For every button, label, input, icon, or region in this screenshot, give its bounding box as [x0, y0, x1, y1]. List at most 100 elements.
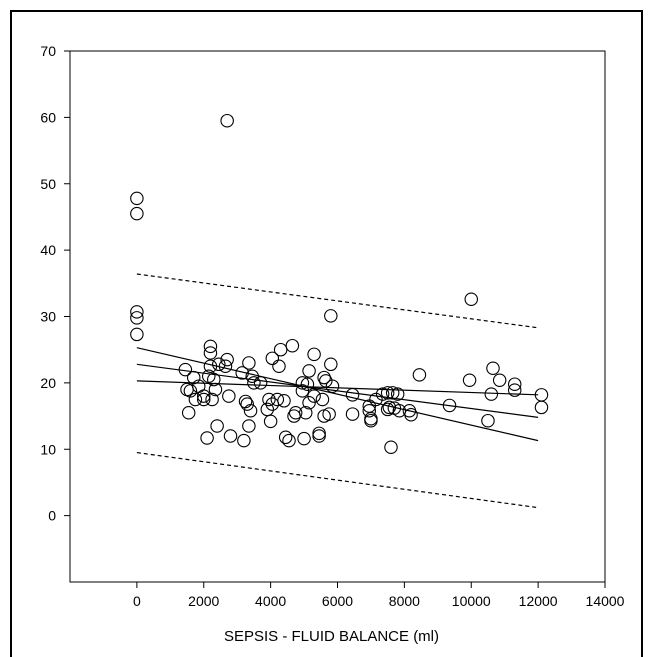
data-point: [282, 433, 296, 448]
y-tick-label: 50: [40, 176, 56, 192]
data-point: [242, 419, 256, 433]
y-axis: 0 10 20 30 40 50 60 70: [40, 43, 70, 524]
data-point: [243, 404, 258, 418]
x-tick-label: 6000: [322, 593, 353, 609]
x-tick-label: 8000: [389, 593, 420, 609]
data-point: [203, 339, 218, 354]
data-point: [263, 414, 278, 429]
data-point: [481, 413, 495, 428]
data-point: [223, 429, 238, 443]
data-point: [312, 429, 326, 443]
data-point: [345, 407, 360, 421]
x-tick-label: 12000: [519, 593, 558, 609]
data-point: [130, 311, 144, 325]
data-point: [380, 386, 395, 400]
data-point: [218, 359, 233, 374]
data-point: [345, 388, 360, 402]
data-point: [262, 392, 276, 407]
data-point: [324, 357, 338, 372]
data-point: [507, 377, 522, 391]
data-point: [253, 376, 268, 390]
data-point: [375, 387, 390, 401]
data-point: [240, 397, 254, 411]
data-point: [130, 327, 144, 342]
y-tick-label: 30: [40, 309, 56, 325]
data-point: [298, 405, 313, 420]
data-point: [382, 400, 397, 415]
data-point: [220, 113, 234, 128]
data-point: [197, 392, 211, 407]
y-tick-label: 20: [40, 375, 56, 391]
data-point: [380, 402, 395, 417]
data-point: [186, 370, 201, 385]
data-point: [278, 430, 293, 445]
data-point: [235, 366, 249, 380]
data-point: [130, 191, 144, 206]
y-tick-label: 0: [48, 508, 56, 524]
data-point: [272, 359, 286, 374]
data-point: [277, 394, 291, 408]
data-point: [324, 309, 338, 323]
prediction-band-line: [136, 273, 539, 329]
x-tick-label: 10000: [452, 593, 491, 609]
data-point: [285, 338, 300, 353]
x-tick-label: 14000: [586, 593, 625, 609]
data-point: [317, 370, 331, 385]
data-point: [392, 404, 407, 418]
data-point: [492, 373, 507, 387]
data-point: [288, 405, 303, 420]
data-points: [130, 113, 549, 455]
data-point: [300, 377, 315, 391]
data-point: [210, 419, 224, 433]
data-point: [385, 386, 400, 400]
data-point: [390, 387, 405, 401]
data-point: [205, 392, 219, 407]
data-point: [130, 206, 144, 221]
data-point: [362, 404, 377, 418]
data-point: [507, 383, 522, 397]
data-point: [265, 351, 280, 366]
data-point: [208, 382, 223, 397]
data-point: [222, 389, 236, 403]
data-point: [130, 305, 144, 319]
y-tick-label: 40: [40, 242, 56, 258]
data-point: [247, 376, 261, 390]
data-point: [315, 392, 330, 407]
data-point: [307, 389, 321, 403]
data-point: [312, 426, 326, 441]
x-axis: 0 2000 4000 6000 8000 10000 12000 14000: [133, 582, 625, 609]
x-tick-label: 2000: [188, 593, 219, 609]
data-point: [212, 357, 226, 372]
x-tick-label: 4000: [255, 593, 286, 609]
y-tick-label: 60: [40, 109, 56, 125]
chart-frame: [10, 10, 643, 657]
data-point: [464, 292, 478, 306]
data-point: [200, 431, 214, 445]
data-point: [412, 368, 427, 382]
data-point: [245, 369, 259, 383]
data-point: [181, 405, 196, 420]
data-point: [307, 347, 321, 362]
data-point: [203, 359, 218, 374]
prediction-band-line: [136, 451, 539, 509]
data-point: [534, 400, 549, 415]
data-point: [237, 433, 251, 448]
data-point: [442, 398, 457, 413]
data-point: [242, 356, 256, 370]
data-point: [178, 362, 193, 377]
data-point: [297, 431, 311, 446]
data-point: [270, 392, 285, 407]
y-tick-label: 70: [40, 43, 56, 59]
data-point: [203, 346, 218, 360]
data-point: [322, 407, 336, 421]
data-point: [325, 379, 340, 393]
data-point: [183, 384, 198, 398]
data-point: [188, 392, 203, 407]
data-point: [207, 372, 221, 387]
data-point: [220, 352, 234, 367]
data-point: [273, 342, 288, 357]
data-point: [295, 376, 310, 390]
data-point: [197, 389, 211, 403]
data-point: [302, 364, 316, 378]
